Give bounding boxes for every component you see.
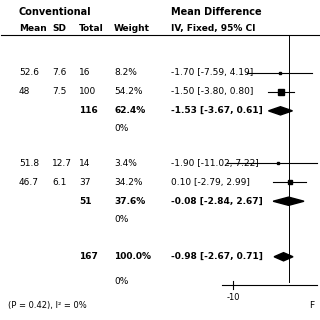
Text: 52.6: 52.6	[19, 68, 39, 77]
Text: 3.4%: 3.4%	[114, 159, 137, 168]
Text: 14: 14	[79, 159, 91, 168]
Text: -0.98 [-2.67, 0.71]: -0.98 [-2.67, 0.71]	[171, 252, 263, 261]
Text: 116: 116	[79, 106, 98, 115]
Polygon shape	[268, 107, 292, 115]
Text: 0%: 0%	[114, 277, 128, 286]
Text: 37: 37	[79, 178, 91, 187]
Text: 167: 167	[79, 252, 98, 261]
Text: 8.2%: 8.2%	[114, 68, 137, 77]
Text: (P = 0.42), I² = 0%: (P = 0.42), I² = 0%	[8, 301, 86, 310]
Text: 0%: 0%	[114, 124, 128, 133]
Text: 0.10 [-2.79, 2.99]: 0.10 [-2.79, 2.99]	[171, 178, 250, 187]
Text: -1.90 [-11.02, 7.22]: -1.90 [-11.02, 7.22]	[171, 159, 259, 168]
Polygon shape	[274, 252, 293, 261]
Text: Total: Total	[79, 24, 104, 33]
Text: SD: SD	[52, 24, 66, 33]
Text: 62.4%: 62.4%	[114, 106, 145, 115]
Text: -0.08 [-2.84, 2.67]: -0.08 [-2.84, 2.67]	[171, 197, 263, 206]
Text: 16: 16	[79, 68, 91, 77]
Polygon shape	[273, 197, 304, 205]
Text: Mean: Mean	[19, 24, 47, 33]
Text: -10: -10	[226, 293, 240, 302]
Text: 37.6%: 37.6%	[114, 197, 145, 206]
Text: Mean Difference: Mean Difference	[171, 7, 262, 18]
Text: Conventional: Conventional	[19, 7, 92, 18]
Text: -1.50 [-3.80, 0.80]: -1.50 [-3.80, 0.80]	[171, 87, 253, 96]
Text: 7.6: 7.6	[52, 68, 67, 77]
Text: 100: 100	[79, 87, 96, 96]
Text: -1.70 [-7.59, 4.19]: -1.70 [-7.59, 4.19]	[171, 68, 253, 77]
Text: 34.2%: 34.2%	[114, 178, 142, 187]
Text: 7.5: 7.5	[52, 87, 67, 96]
Text: 100.0%: 100.0%	[114, 252, 151, 261]
Text: F: F	[309, 301, 314, 310]
Text: 0%: 0%	[114, 215, 128, 224]
Text: IV, Fixed, 95% CI: IV, Fixed, 95% CI	[171, 24, 256, 33]
Text: Weight: Weight	[114, 24, 150, 33]
Text: 46.7: 46.7	[19, 178, 39, 187]
Text: 12.7: 12.7	[52, 159, 72, 168]
Text: 54.2%: 54.2%	[114, 87, 142, 96]
Text: 6.1: 6.1	[52, 178, 67, 187]
Text: 51.8: 51.8	[19, 159, 39, 168]
Text: 51: 51	[79, 197, 92, 206]
Text: -1.53 [-3.67, 0.61]: -1.53 [-3.67, 0.61]	[171, 106, 263, 115]
Text: 48: 48	[19, 87, 30, 96]
